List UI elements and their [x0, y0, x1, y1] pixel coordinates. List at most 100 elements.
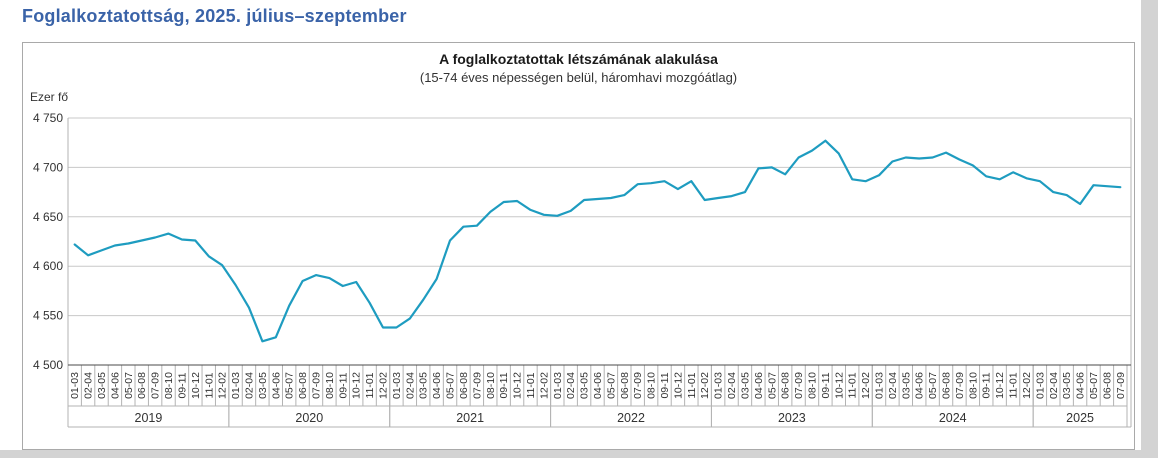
period-label: 01-03: [1034, 372, 1046, 399]
period-label: 12-02: [217, 372, 229, 399]
period-label: 01-03: [874, 372, 886, 399]
period-label: 02-04: [887, 372, 899, 399]
period-label: 10-12: [672, 372, 684, 399]
period-label: 09-11: [659, 372, 671, 398]
period-label: 11-01: [847, 372, 859, 398]
period-label: 12-02: [699, 372, 711, 399]
period-label: 04-06: [1075, 372, 1087, 399]
period-label: 07-09: [632, 372, 644, 399]
period-label: 05-07: [445, 372, 457, 399]
year-label: 2023: [778, 411, 806, 425]
x-axis-labels: 01-03 02-04 03-05 04-06 05-07 06-08 07-09 08-10…: [67, 365, 1131, 428]
period-label: 11-01: [364, 372, 376, 398]
period-label: 04-06: [592, 372, 604, 399]
period-label: 05-07: [1088, 372, 1100, 399]
period-label: 10-12: [994, 372, 1006, 399]
period-label: 01-03: [391, 372, 403, 399]
period-label: 07-09: [150, 372, 162, 399]
period-label: 08-10: [324, 372, 336, 399]
period-label: 08-10: [646, 372, 658, 399]
year-label: 2024: [939, 411, 967, 425]
period-label: 02-04: [726, 372, 738, 399]
y-tick-label: 4 550: [33, 309, 63, 323]
period-label: 11-01: [203, 372, 215, 398]
period-label: 05-07: [766, 372, 778, 399]
year-label: 2025: [1066, 411, 1094, 425]
period-label: 09-11: [337, 372, 349, 398]
period-label: 07-09: [471, 372, 483, 399]
period-label: 06-08: [780, 372, 792, 399]
period-label: 08-10: [163, 372, 175, 399]
y-tick-label: 4 500: [33, 358, 63, 372]
period-label: 12-02: [860, 372, 872, 399]
year-label: 2020: [295, 411, 323, 425]
period-label: 08-10: [967, 372, 979, 399]
period-label: 02-04: [83, 372, 95, 399]
period-label: 02-04: [565, 372, 577, 399]
period-label: 03-05: [96, 372, 108, 399]
period-label: 01-03: [230, 372, 242, 399]
period-label: 06-08: [458, 372, 470, 399]
period-label: 05-07: [284, 372, 296, 399]
period-label: 03-05: [579, 372, 591, 399]
period-label: 01-03: [713, 372, 725, 399]
period-label: 06-08: [1101, 372, 1113, 399]
period-label: 03-05: [900, 372, 912, 399]
period-label: 10-12: [833, 372, 845, 399]
period-label: 01-03: [69, 372, 81, 399]
page-title: Foglalkoztatottság, 2025. július–szeptem…: [22, 6, 407, 26]
chart-container: A foglalkoztatottak létszámának alakulás…: [22, 42, 1135, 450]
period-label: 09-11: [176, 372, 188, 398]
period-label: 04-06: [109, 372, 121, 399]
period-label: 10-12: [351, 372, 363, 399]
chart-title: A foglalkoztatottak létszámának alakulás…: [439, 51, 718, 67]
period-label: 09-11: [820, 372, 832, 398]
y-tick-label: 4 750: [33, 111, 63, 125]
period-label: 06-08: [136, 372, 148, 399]
period-label: 02-04: [1048, 372, 1060, 399]
period-label: 02-04: [404, 372, 416, 399]
period-label: 07-09: [310, 372, 322, 399]
period-label: 04-06: [914, 372, 926, 399]
period-label: 11-01: [686, 372, 698, 398]
period-label: 04-06: [753, 372, 765, 399]
y-tick-label: 4 600: [33, 259, 63, 273]
content-panel: Foglalkoztatottság, 2025. július–szeptem…: [0, 0, 1141, 450]
period-label: 12-02: [1021, 372, 1033, 399]
period-label: 03-05: [1061, 372, 1073, 399]
period-label: 11-01: [525, 372, 537, 398]
period-label: 04-06: [431, 372, 443, 399]
period-label: 09-11: [498, 372, 510, 398]
period-label: 06-08: [941, 372, 953, 399]
period-label: 05-07: [605, 372, 617, 399]
period-label: 07-09: [793, 372, 805, 399]
chart-subtitle: (15-74 éves népességen belül, háromhavi …: [419, 70, 738, 85]
period-label: 09-11: [981, 372, 993, 398]
period-label: 10-12: [190, 372, 202, 399]
period-label: 03-05: [418, 372, 430, 399]
series-line: [73, 139, 1122, 343]
period-label: 04-06: [270, 372, 282, 399]
period-label: 03-05: [739, 372, 751, 399]
y-tick-label: 4 650: [33, 210, 63, 224]
period-label: 02-04: [243, 372, 255, 399]
y-tick-label: 4 700: [33, 160, 63, 174]
period-label: 06-08: [297, 372, 309, 399]
period-label: 05-07: [927, 372, 939, 399]
period-label: 12-02: [378, 372, 390, 399]
period-label: 12-02: [538, 372, 550, 399]
period-label: 05-07: [123, 372, 135, 399]
y-gridlines: 4 750 4 700 4 650 4 600 4 550 4 500: [33, 111, 1131, 372]
period-label: 11-01: [1008, 372, 1020, 398]
year-label: 2021: [456, 411, 484, 425]
year-label: 2019: [135, 411, 163, 425]
period-label: 01-03: [552, 372, 564, 399]
period-label: 06-08: [619, 372, 631, 399]
period-label: 10-12: [512, 372, 524, 399]
period-label: 03-05: [257, 372, 269, 399]
period-label: 08-10: [485, 372, 497, 399]
period-label: 08-10: [806, 372, 818, 399]
year-label: 2022: [617, 411, 645, 425]
period-label: 07-09: [954, 372, 966, 399]
y-axis-unit-label: Ezer fő: [30, 90, 69, 104]
